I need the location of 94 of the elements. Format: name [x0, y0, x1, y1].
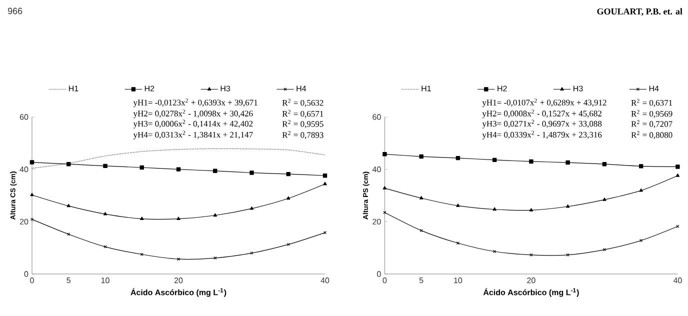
point	[566, 253, 570, 256]
point	[676, 164, 680, 169]
point	[529, 159, 534, 164]
annotation: R$^{2}$ = 0,7207	[631, 120, 672, 128]
text: GOULART, P.B. et. al	[597, 8, 682, 16]
point	[640, 238, 643, 242]
point	[602, 198, 606, 201]
point	[66, 204, 70, 208]
annotation: R$^{2}$ = 0,9595	[282, 120, 324, 128]
y-tick-label: 0	[24, 271, 28, 277]
point	[492, 158, 497, 162]
point	[382, 152, 387, 156]
point	[323, 182, 327, 186]
point	[66, 162, 71, 166]
point	[530, 253, 533, 256]
point	[140, 216, 144, 220]
annotation: yH4= 0,0313x$^{2}$ - 1,3841x + 21,147	[133, 130, 253, 140]
point	[176, 216, 180, 220]
point	[456, 156, 460, 160]
point	[529, 208, 534, 212]
legend-label: H4	[296, 86, 306, 92]
point	[492, 207, 496, 211]
point	[286, 196, 290, 200]
point	[250, 251, 254, 255]
point	[286, 172, 290, 176]
x-tick-label: 5	[419, 278, 424, 284]
y-tick-label: 60	[20, 114, 28, 120]
legend-label: H3	[574, 86, 583, 92]
y-tick-label: 40	[372, 166, 381, 172]
point	[420, 228, 423, 232]
annotation: R$^{2}$ = 0,8080	[631, 131, 672, 140]
x-tick-label: 40	[673, 278, 682, 284]
annotation: yH3= 0,0271x$^{2}$ - 0,9697x + 33,088	[482, 120, 602, 128]
x-tick-label: 20	[174, 278, 183, 284]
legend-label: H1	[422, 86, 431, 92]
annotation: R$^{2}$ = 0,9569	[631, 110, 672, 118]
x-tick-label: 0	[382, 278, 387, 284]
x-tick-label: 0	[30, 278, 34, 284]
point	[566, 204, 570, 208]
legend-label: H4	[649, 86, 659, 92]
point	[250, 170, 254, 175]
point	[176, 258, 180, 261]
annotation: yH2= 0,0008x$^{2}$ - 0,1527x + 45,682	[482, 110, 602, 118]
point	[250, 206, 254, 210]
point	[103, 164, 108, 168]
point	[602, 248, 606, 252]
y-tick-label: 20	[20, 218, 28, 224]
text: R$^{2}$ = 0,6371	[631, 98, 672, 107]
point	[30, 160, 34, 164]
point	[419, 154, 424, 159]
point	[419, 196, 424, 200]
legend-label: H3	[220, 86, 230, 92]
legend-label: H1	[69, 86, 78, 92]
point	[213, 213, 217, 217]
y-tick-label: 60	[372, 114, 381, 120]
legend-label: H2	[498, 86, 507, 92]
annotation: R$^{2}$ = 0,7893	[282, 131, 324, 140]
annotation: yH4= 0,0339x$^{2}$ - 1,4879x + 23,316	[482, 130, 602, 140]
x-axis-title: Ácido Ascórbico (mg L$^{-1}$)	[483, 288, 579, 297]
y-tick-label: 40	[20, 166, 28, 172]
text: 966	[8, 8, 22, 14]
legend-label: H2	[144, 86, 154, 92]
x-tick-label: 40	[320, 278, 330, 284]
point	[67, 232, 70, 236]
point	[286, 242, 290, 246]
text: yH1= -0,0123x$^{2}$ + 0,6393x + 39,671	[133, 98, 258, 108]
annotation: yH3= 0,0006x$^{2}$ - 0,1414x + 42,402	[133, 120, 253, 128]
point	[176, 167, 181, 172]
text: yH1= -0,0107x$^{2}$ + 0,6289x + 43,912	[482, 98, 606, 108]
annotation: R$^{2}$ = 0,6571	[282, 110, 324, 118]
point	[322, 174, 328, 178]
text: R$^{2}$ = 0,5632	[282, 98, 324, 107]
point	[676, 174, 680, 177]
x-tick-label: 20	[527, 278, 536, 284]
point	[638, 164, 644, 168]
point	[382, 186, 387, 190]
point	[30, 192, 34, 196]
annotation: yH2= 0,0278x$^{2}$ - 1,0098x + 30,426	[133, 110, 253, 118]
y-tick-label: 20	[372, 218, 381, 224]
point	[213, 168, 218, 174]
x-tick-label: 10	[101, 278, 110, 284]
point	[602, 162, 607, 166]
point	[639, 188, 643, 192]
point	[566, 160, 570, 165]
point	[456, 242, 460, 245]
point	[456, 204, 460, 207]
point	[140, 165, 144, 170]
x-axis-title: Ácido Ascórbico (mg L$^{-1}$)	[130, 288, 226, 297]
point	[214, 256, 217, 260]
y-tick-label: 0	[377, 271, 381, 277]
x-tick-label: 5	[66, 278, 71, 284]
point	[103, 212, 108, 216]
x-tick-label: 10	[454, 278, 462, 284]
point	[493, 250, 496, 254]
